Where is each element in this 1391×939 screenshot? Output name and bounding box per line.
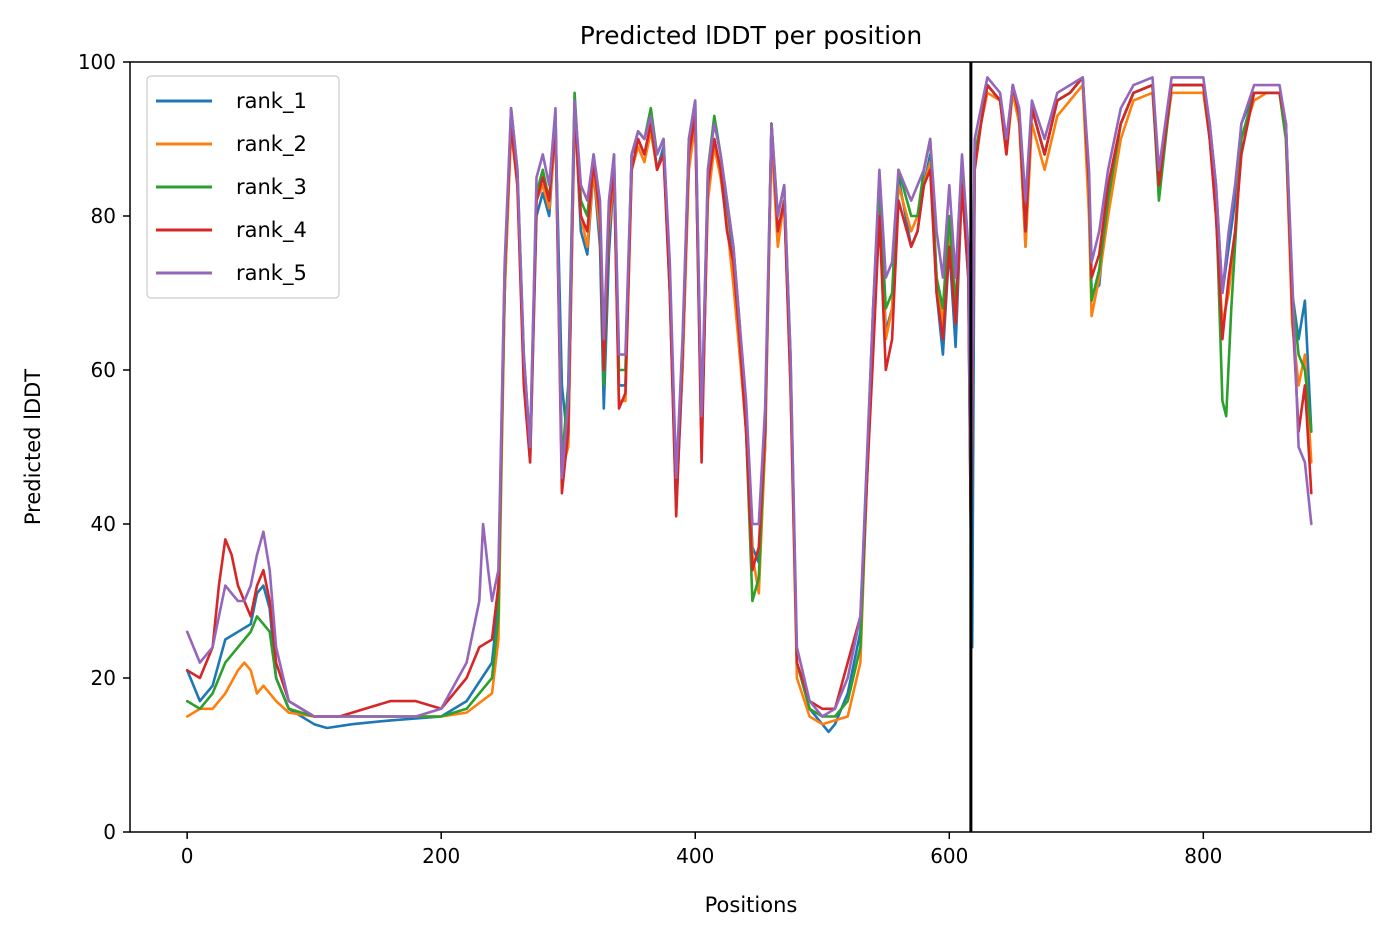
legend: rank_1 rank_2 rank_3 rank_4 rank_5 bbox=[146, 75, 340, 299]
y-axis-label: Predicted lDDT bbox=[21, 369, 45, 525]
y-tick-label: 100 bbox=[78, 50, 116, 74]
legend-items: rank_1 rank_2 rank_3 rank_4 rank_5 bbox=[156, 89, 307, 286]
series-line-rank_5 bbox=[185, 76, 1313, 718]
plot-frame bbox=[129, 61, 1372, 833]
y-axis: 0 20 40 60 80 100 bbox=[78, 50, 130, 844]
y-tick-label: 80 bbox=[91, 204, 116, 228]
legend-label: rank_4 bbox=[236, 218, 307, 243]
legend-label: rank_3 bbox=[236, 175, 307, 200]
x-tick-label: 400 bbox=[676, 844, 714, 868]
y-tick-label: 60 bbox=[91, 358, 116, 382]
legend-label: rank_5 bbox=[236, 261, 307, 286]
x-tick-label: 0 bbox=[181, 844, 194, 868]
legend-item-rank_5: rank_5 bbox=[156, 261, 307, 286]
x-axis-label: Positions bbox=[705, 893, 798, 917]
y-tick-label: 20 bbox=[91, 666, 116, 690]
legend-item-rank_2: rank_2 bbox=[156, 132, 307, 157]
y-tick-label: 0 bbox=[103, 820, 116, 844]
chart-title: Predicted lDDT per position bbox=[580, 21, 922, 50]
x-tick-label: 800 bbox=[1184, 844, 1222, 868]
legend-item-rank_4: rank_4 bbox=[156, 218, 307, 243]
legend-item-rank_1: rank_1 bbox=[156, 89, 307, 114]
x-tick-label: 600 bbox=[930, 844, 968, 868]
y-tick-label: 40 bbox=[91, 512, 116, 536]
series-layer bbox=[185, 76, 1313, 734]
legend-label: rank_1 bbox=[236, 89, 307, 114]
x-tick-label: 200 bbox=[422, 844, 460, 868]
x-axis: 0 200 400 600 800 bbox=[181, 832, 1222, 868]
legend-box bbox=[146, 75, 340, 299]
legend-item-rank_3: rank_3 bbox=[156, 175, 307, 200]
legend-label: rank_2 bbox=[236, 132, 307, 157]
series-line-rank_4 bbox=[185, 76, 1313, 718]
